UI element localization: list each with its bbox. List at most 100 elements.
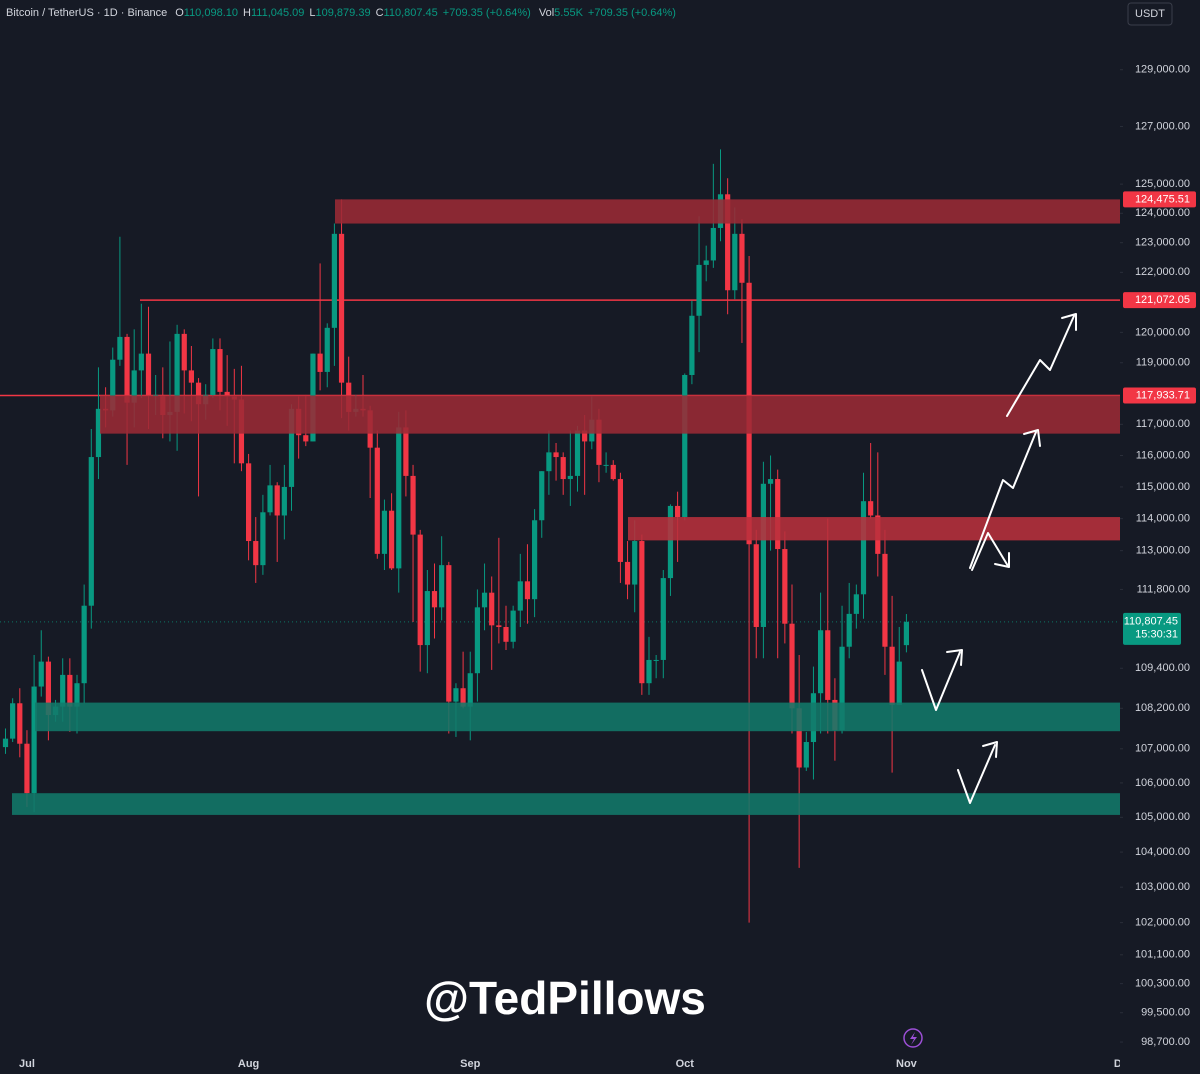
candle-body — [396, 427, 402, 569]
candle-body — [653, 659, 659, 661]
candle-body — [624, 561, 631, 585]
x-tick-label: Aug — [238, 1058, 259, 1070]
candle-body — [138, 353, 144, 371]
symbol: Bitcoin / TetherUS · 1D · Binance — [6, 7, 167, 19]
candle-body — [853, 594, 859, 614]
candle-body — [560, 457, 566, 480]
y-tick-label: 124,000.00 — [1135, 207, 1190, 219]
candle-body — [374, 447, 380, 554]
candle-body — [431, 591, 438, 608]
candle-body — [767, 479, 774, 484]
watermark: @TedPillows — [424, 972, 706, 1024]
candle-body — [546, 452, 552, 472]
arrow-head — [982, 741, 998, 758]
arrow-head — [946, 649, 963, 666]
header: Bitcoin / TetherUS · 1D · Binance O110,09… — [6, 7, 676, 19]
annotation-arrows — [921, 313, 1077, 804]
candle-body — [303, 435, 309, 442]
candle-body — [732, 233, 738, 291]
candle-body — [553, 452, 559, 458]
candle-body — [703, 260, 709, 265]
candle-body — [839, 646, 845, 731]
y-tick-label: 127,000.00 — [1135, 120, 1190, 132]
price-label: 117,933.71 — [1136, 389, 1190, 401]
candle-body — [860, 501, 867, 595]
candle-body — [739, 233, 745, 283]
candle-body — [517, 581, 523, 611]
price-label-box — [1123, 292, 1196, 309]
plot-area: JulAugSepOctNovDe — [0, 149, 1128, 1070]
candle-body — [224, 391, 230, 397]
arrow-head — [994, 552, 1010, 568]
candle-body — [896, 661, 902, 705]
y-tick-label: 100,300.00 — [1135, 978, 1190, 990]
x-tick-label: Jul — [19, 1058, 35, 1070]
icon[interactable] — [903, 1028, 923, 1048]
y-tick-label: 119,000.00 — [1136, 357, 1190, 369]
candle-body — [725, 194, 731, 291]
candle-body — [124, 336, 130, 403]
candle-body — [610, 464, 616, 480]
y-tick-label: 114,000.00 — [1136, 513, 1190, 525]
candle-body — [317, 353, 323, 372]
candle-body — [503, 626, 509, 642]
candle-body — [803, 742, 809, 768]
candle-body — [660, 578, 666, 660]
candle-body — [467, 673, 473, 707]
candle-body — [267, 485, 273, 513]
field-key: C — [376, 7, 384, 19]
candle-body — [424, 591, 430, 646]
icon-bolt — [910, 1032, 917, 1045]
candle-body — [453, 688, 459, 702]
candle-body — [217, 349, 223, 392]
candle-body — [31, 686, 37, 794]
countdown: 15:30:31 — [1135, 629, 1178, 641]
y-tick-label: 113,000.00 — [1136, 545, 1190, 557]
y-tick-label: 108,200.00 — [1135, 702, 1190, 714]
candle-body — [889, 646, 895, 705]
candle-body — [710, 227, 716, 261]
candle-body — [260, 512, 266, 566]
candle-body — [324, 327, 330, 372]
y-tick-label: 102,000.00 — [1135, 917, 1190, 929]
candle-body — [38, 661, 44, 687]
x-tick-label: Oct — [676, 1058, 695, 1070]
candle-body — [796, 708, 802, 768]
candle-body — [532, 520, 538, 600]
candle-body — [117, 336, 123, 360]
candle-body — [539, 471, 545, 521]
candle-body — [675, 505, 681, 518]
y-tick-label: 104,000.00 — [1135, 846, 1190, 858]
last-price-label: 110,807.45 — [1124, 616, 1178, 628]
candle-body — [281, 486, 287, 516]
arrow — [969, 431, 1037, 569]
y-tick-label: 120,000.00 — [1135, 326, 1190, 338]
arrow — [921, 651, 961, 711]
candle-body — [288, 408, 295, 487]
candle-body — [17, 703, 23, 744]
y-tick-label: 116,000.00 — [1136, 449, 1190, 461]
candle-body — [617, 479, 623, 562]
zone — [12, 793, 1120, 815]
last-price-box — [1123, 612, 1181, 645]
candle-body — [74, 683, 80, 707]
candle-body — [246, 463, 252, 542]
candle-body — [95, 408, 102, 458]
candle-body — [825, 630, 831, 700]
currency-button[interactable] — [1127, 2, 1173, 26]
y-tick-label: 129,000.00 — [1135, 64, 1190, 76]
candle-body — [689, 315, 695, 375]
zone — [35, 702, 1120, 732]
candle-body — [274, 485, 280, 516]
arrow — [1006, 315, 1075, 417]
field-value: 111,045.09 — [251, 7, 304, 19]
x-tick-label: Sep — [460, 1058, 480, 1070]
candle-body — [174, 333, 180, 412]
y-tick-label: 111,800.00 — [1137, 583, 1190, 595]
change: +709.35 (+0.64%) — [443, 7, 531, 19]
price-label-box — [1123, 387, 1196, 404]
candle-body — [45, 661, 51, 716]
candle-body — [110, 359, 116, 411]
price-axis: 129,000.00 127,000.00 125,000.00 124,000.00… — [1120, 28, 1200, 1074]
